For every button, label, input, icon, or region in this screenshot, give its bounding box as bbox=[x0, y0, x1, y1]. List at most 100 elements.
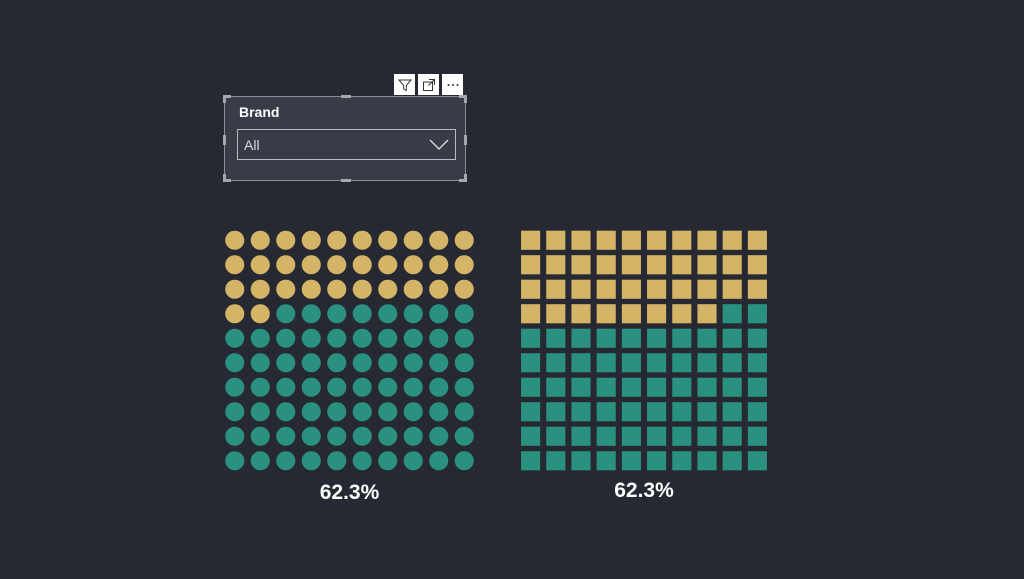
waffle-unit-filled bbox=[403, 451, 423, 471]
waffle-unit-unfilled bbox=[672, 255, 692, 275]
waffle-unit-filled bbox=[403, 377, 423, 397]
waffle-unit-unfilled bbox=[747, 255, 767, 275]
waffle-unit-unfilled bbox=[250, 230, 270, 250]
waffle-unit-filled bbox=[722, 353, 742, 373]
resize-handle[interactable] bbox=[464, 174, 467, 182]
resize-handle[interactable] bbox=[223, 179, 231, 182]
waffle-unit-unfilled bbox=[352, 255, 372, 275]
waffle-unit-filled bbox=[378, 377, 398, 397]
waffle-unit-filled bbox=[672, 353, 692, 373]
waffle-unit-unfilled bbox=[429, 279, 449, 299]
resize-handle[interactable] bbox=[223, 135, 226, 145]
waffle-unit-filled bbox=[747, 304, 767, 324]
waffle-unit-unfilled bbox=[301, 230, 321, 250]
waffle-unit-filled bbox=[722, 451, 742, 471]
waffle-unit-filled bbox=[250, 402, 270, 422]
waffle-unit-filled bbox=[621, 451, 641, 471]
waffle-unit-filled bbox=[621, 328, 641, 348]
waffle-unit-filled bbox=[546, 402, 566, 422]
waffle-unit-filled bbox=[429, 451, 449, 471]
waffle-unit-filled bbox=[352, 402, 372, 422]
waffle-unit-unfilled bbox=[596, 279, 616, 299]
more-options-button[interactable] bbox=[442, 74, 463, 95]
waffle-unit-unfilled bbox=[546, 230, 566, 250]
waffle-unit-unfilled bbox=[571, 304, 591, 324]
waffle-unit-unfilled bbox=[571, 255, 591, 275]
waffle-unit-filled bbox=[454, 402, 474, 422]
waffle-unit-unfilled bbox=[403, 230, 423, 250]
waffle-unit-filled bbox=[521, 451, 541, 471]
waffle-unit-unfilled bbox=[403, 279, 423, 299]
waffle-unit-filled bbox=[521, 328, 541, 348]
waffle-unit-filled bbox=[250, 426, 270, 446]
waffle-unit-filled bbox=[276, 304, 296, 324]
waffle-unit-unfilled bbox=[301, 255, 321, 275]
waffle-unit-unfilled bbox=[276, 279, 296, 299]
waffle-unit-unfilled bbox=[276, 230, 296, 250]
percent-label: 62.3% bbox=[319, 481, 380, 504]
filter-icon bbox=[397, 79, 412, 91]
waffle-unit-filled bbox=[596, 451, 616, 471]
waffle-unit-filled bbox=[429, 402, 449, 422]
slicer-title: Brand bbox=[239, 104, 280, 120]
waffle-unit-filled bbox=[571, 328, 591, 348]
filter-button[interactable] bbox=[394, 74, 415, 95]
waffle-unit-unfilled bbox=[521, 230, 541, 250]
waffle-unit-filled bbox=[276, 426, 296, 446]
waffle-unit-filled bbox=[250, 353, 270, 373]
waffle-unit-filled bbox=[276, 377, 296, 397]
waffle-unit-unfilled bbox=[621, 230, 641, 250]
resize-handle[interactable] bbox=[341, 179, 351, 182]
waffle-unit-filled bbox=[301, 451, 321, 471]
waffle-unit-unfilled bbox=[647, 279, 667, 299]
brand-dropdown[interactable]: All bbox=[237, 129, 456, 160]
waffle-unit-filled bbox=[596, 377, 616, 397]
waffle-unit-filled bbox=[454, 377, 474, 397]
waffle-chart-squares bbox=[518, 228, 770, 473]
waffle-unit-filled bbox=[546, 377, 566, 397]
waffle-unit-filled bbox=[546, 451, 566, 471]
resize-handle[interactable] bbox=[459, 95, 467, 98]
resize-handle[interactable] bbox=[223, 174, 226, 182]
waffle-unit-filled bbox=[378, 426, 398, 446]
waffle-unit-filled bbox=[429, 353, 449, 373]
waffle-unit-filled bbox=[697, 328, 717, 348]
waffle-unit-filled bbox=[352, 328, 372, 348]
waffle-unit-filled bbox=[596, 353, 616, 373]
resize-handle[interactable] bbox=[223, 95, 231, 98]
waffle-unit-filled bbox=[276, 451, 296, 471]
resize-handle[interactable] bbox=[464, 95, 467, 103]
waffle-unit-filled bbox=[327, 353, 347, 373]
waffle-unit-filled bbox=[747, 402, 767, 422]
resize-handle[interactable] bbox=[341, 95, 351, 98]
waffle-unit-filled bbox=[225, 353, 245, 373]
brand-slicer[interactable]: Brand All bbox=[223, 95, 467, 182]
focus-mode-button[interactable] bbox=[418, 74, 439, 95]
waffle-unit-unfilled bbox=[225, 255, 245, 275]
waffle-unit-unfilled bbox=[429, 230, 449, 250]
waffle-unit-filled bbox=[225, 328, 245, 348]
waffle-unit-unfilled bbox=[521, 304, 541, 324]
waffle-unit-filled bbox=[327, 426, 347, 446]
waffle-unit-filled bbox=[621, 402, 641, 422]
waffle-unit-filled bbox=[225, 426, 245, 446]
waffle-unit-filled bbox=[454, 328, 474, 348]
waffle-unit-filled bbox=[672, 451, 692, 471]
waffle-unit-unfilled bbox=[378, 255, 398, 275]
waffle-unit-unfilled bbox=[697, 279, 717, 299]
waffle-unit-unfilled bbox=[647, 304, 667, 324]
waffle-unit-filled bbox=[546, 426, 566, 446]
waffle-unit-filled bbox=[327, 377, 347, 397]
waffle-unit-filled bbox=[403, 353, 423, 373]
waffle-unit-filled bbox=[722, 377, 742, 397]
resize-handle[interactable] bbox=[464, 135, 467, 145]
waffle-unit-filled bbox=[747, 426, 767, 446]
waffle-unit-filled bbox=[276, 353, 296, 373]
waffle-unit-filled bbox=[276, 402, 296, 422]
resize-handle[interactable] bbox=[459, 179, 467, 182]
waffle-unit-filled bbox=[672, 426, 692, 446]
resize-handle[interactable] bbox=[223, 95, 226, 103]
waffle-unit-unfilled bbox=[621, 304, 641, 324]
waffle-unit-filled bbox=[647, 402, 667, 422]
